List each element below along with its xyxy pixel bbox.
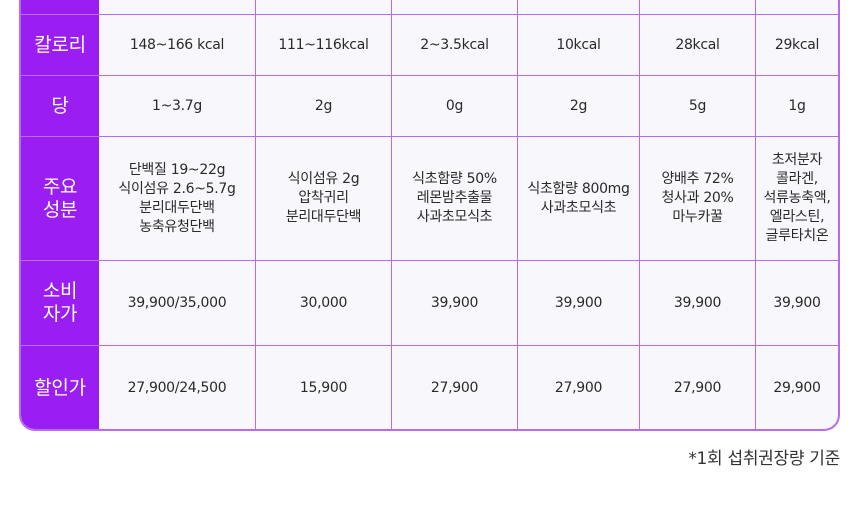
table-cell: 27,900: [392, 346, 518, 429]
table-cell: 식초함량 50% 레몬밤추출물 사과초모식초: [392, 137, 518, 261]
table-cell: 39,900: [756, 261, 838, 346]
table-cell: 39,900: [392, 261, 518, 346]
table-cell: 27,900: [640, 346, 756, 429]
table-cell: 1g: [756, 76, 838, 137]
table-cell: 5g: [640, 76, 756, 137]
table-cell-cut: [392, 0, 518, 15]
row-header: 당: [21, 76, 99, 137]
table-cell: 식초함량 800mg 사과초모식초: [518, 137, 640, 261]
table-cell: 0g: [392, 76, 518, 137]
table-cell-cut: [640, 0, 756, 15]
table-cell: 111~116kcal: [256, 15, 392, 76]
table-cell-cut: [256, 0, 392, 15]
table-cell: 15,900: [256, 346, 392, 429]
row-header: 주요 성분: [21, 137, 99, 261]
table-cell-cut: [756, 0, 838, 15]
table-cell: 1~3.7g: [99, 76, 256, 137]
table-cell: 2g: [518, 76, 640, 137]
table-cell: 27,900: [518, 346, 640, 429]
table-cell: 10kcal: [518, 15, 640, 76]
table-cell: 39,900/35,000: [99, 261, 256, 346]
row-header: 칼로리: [21, 15, 99, 76]
table-cell: 28kcal: [640, 15, 756, 76]
table-cell-cut: [99, 0, 256, 15]
table-cell: 29kcal: [756, 15, 838, 76]
table-cell: 39,900: [640, 261, 756, 346]
table-cell: 2~3.5kcal: [392, 15, 518, 76]
table-cell: 초저분자 콜라겐, 석류농축액, 엘라스틴, 글루타치온: [756, 137, 838, 261]
comparison-table: 칼로리 148~166 kcal 111~116kcal 2~3.5kcal 10kca…: [19, 0, 840, 431]
table-cell-cut: [518, 0, 640, 15]
table-cell: 2g: [256, 76, 392, 137]
table-cell: 30,000: [256, 261, 392, 346]
table-cell: 39,900: [518, 261, 640, 346]
table-cell: 식이섬유 2g 압착귀리 분리대두단백: [256, 137, 392, 261]
row-header: 소비 자가: [21, 261, 99, 346]
table-cell: 양배추 72% 청사과 20% 마누카꿀: [640, 137, 756, 261]
table-cell: 29,900: [773, 380, 821, 396]
footnote: *1회 섭취권장량 기준: [688, 449, 840, 469]
row-header-cut: [21, 0, 99, 15]
table-cell: 27,900/24,500: [99, 346, 256, 429]
row-header: 할인가: [21, 346, 99, 429]
table-cell: 단백질 19~22g 식이섬유 2.6~5.7g 분리대두단백 농축유청단백: [99, 137, 256, 261]
table-cell: 148~166 kcal: [99, 15, 256, 76]
